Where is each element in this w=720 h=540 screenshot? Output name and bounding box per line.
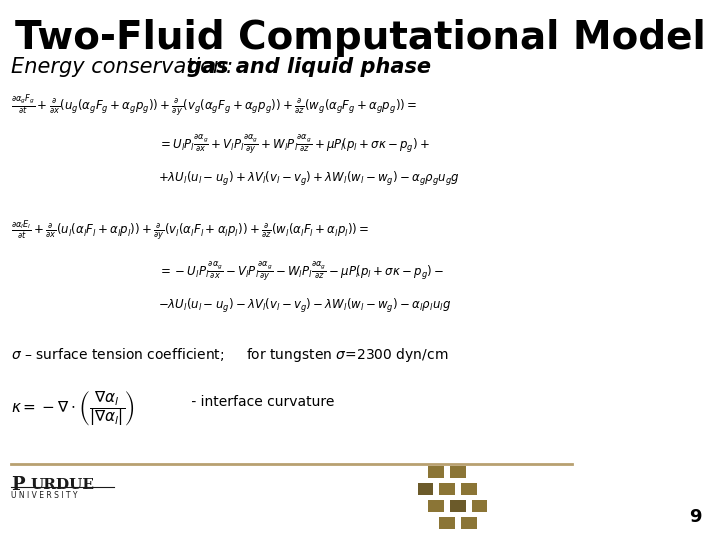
Text: Two-Fluid Computational Model: Two-Fluid Computational Model [14, 19, 706, 57]
Text: URDUE: URDUE [30, 478, 94, 492]
Bar [461, 517, 477, 529]
Text: P: P [11, 476, 24, 494]
Text: $-\lambda U_l(u_l - u_g)-\lambda V_l(v_l - v_g)-\lambda W_l(w_l - w_g) - \alpha_: $-\lambda U_l(u_l - u_g)-\lambda V_l(v_l… [158, 297, 451, 315]
Text: 9: 9 [690, 509, 702, 526]
Bar [439, 517, 455, 529]
Text: $\kappa = -\nabla \cdot \left(\dfrac{\nabla \alpha_l}{|\nabla \alpha_l|}\right)$: $\kappa = -\nabla \cdot \left(\dfrac{\na… [11, 389, 135, 428]
Bar [428, 500, 444, 512]
Bar [418, 483, 433, 495]
Text: $\frac{\partial \alpha_g F_g}{\partial t} + \frac{\partial}{\partial x}(u_g(\alp: $\frac{\partial \alpha_g F_g}{\partial t… [11, 92, 417, 118]
Bar [450, 466, 466, 478]
Bar [461, 483, 477, 495]
Text: Energy conservation:: Energy conservation: [11, 57, 240, 77]
Text: - interface curvature: - interface curvature [187, 395, 335, 409]
Text: gas and liquid phase: gas and liquid phase [187, 57, 431, 77]
Text: $+\lambda U_l(u_l - u_g)+\lambda V_l(v_l - v_g)+\lambda W_l(w_l - w_g) - \alpha_: $+\lambda U_l(u_l - u_g)+\lambda V_l(v_l… [158, 170, 460, 188]
Text: $= -U_l P_l \frac{\partial \alpha_g}{\partial x} - V_l P_l \frac{\partial \alpha: $= -U_l P_l \frac{\partial \alpha_g}{\pa… [158, 259, 445, 283]
Text: U N I V E R S I T Y: U N I V E R S I T Y [11, 491, 77, 501]
Text: $\frac{\partial \alpha_l E_l}{\partial t} + \frac{\partial}{\partial x}(u_l(\alp: $\frac{\partial \alpha_l E_l}{\partial t… [11, 219, 369, 243]
Text: $\sigma$ – surface tension coefficient;     for tungsten $\sigma$=2300 dyn/cm: $\sigma$ – surface tension coefficient; … [11, 346, 448, 363]
Text: $= U_l P_l \frac{\partial \alpha_g}{\partial x} + V_l P_l \frac{\partial \alpha_: $= U_l P_l \frac{\partial \alpha_g}{\par… [158, 132, 431, 156]
Bar [428, 466, 444, 478]
Bar [450, 500, 466, 512]
Bar [439, 483, 455, 495]
Bar [472, 500, 487, 512]
